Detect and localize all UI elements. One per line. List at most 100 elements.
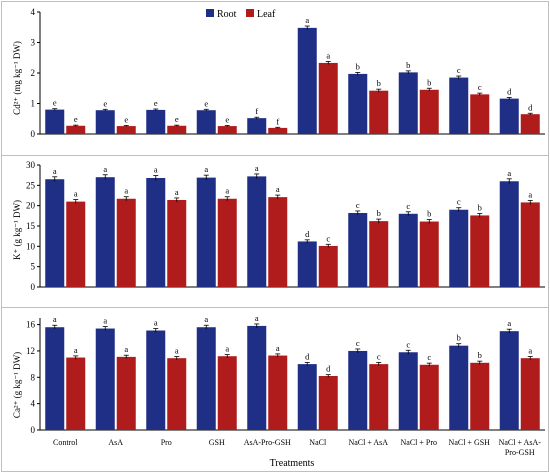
significance-letter-ca: d <box>305 351 310 361</box>
significance-letter-cd: b <box>406 60 410 70</box>
significance-letter-ca: c <box>406 339 410 349</box>
bar-leaf-cd <box>419 89 439 134</box>
bar-root-cd <box>449 77 469 134</box>
bar-root-k <box>499 181 519 287</box>
significance-letter-k: a <box>74 189 78 199</box>
bar-leaf-k <box>66 201 86 287</box>
bar-root-ca <box>146 330 166 430</box>
panel-frame-ca <box>1 307 549 472</box>
y-tick-label-k: 0 <box>31 282 36 292</box>
bar-leaf-cd <box>116 126 136 134</box>
x-tick-label: NaCl + GSH <box>449 438 491 447</box>
y-tick-label-ca: 12 <box>26 346 35 356</box>
x-tick-label: GSH <box>209 438 225 447</box>
y-tick-label-ca: 8 <box>31 372 36 382</box>
significance-letter-ca: d <box>326 364 331 374</box>
significance-letter-ca: b <box>478 350 482 360</box>
bar-root-ca <box>348 350 368 430</box>
bar-leaf-cd <box>217 126 237 134</box>
significance-letter-cd: e <box>204 98 208 108</box>
bar-leaf-k <box>419 221 439 287</box>
bar-leaf-ca <box>419 364 439 430</box>
y-tick-label-cd: 4 <box>31 7 36 17</box>
significance-letter-k: a <box>255 163 259 173</box>
y-tick-label-k: 25 <box>26 180 36 190</box>
significance-letter-ca: a <box>528 346 532 356</box>
bar-root-k <box>449 209 469 287</box>
x-tick-label: Control <box>53 438 78 447</box>
significance-letter-k: a <box>528 189 532 199</box>
significance-letter-ca: a <box>53 314 57 324</box>
bar-root-cd <box>196 110 216 134</box>
significance-letter-ca: c <box>427 352 431 362</box>
significance-letter-cd: c <box>478 82 482 92</box>
bar-root-cd <box>499 98 519 134</box>
significance-letter-cd: f <box>255 106 258 116</box>
significance-letter-k: a <box>154 165 158 175</box>
significance-letter-k: a <box>103 164 107 174</box>
bar-leaf-cd <box>318 62 338 135</box>
significance-letter-ca: a <box>276 343 280 353</box>
y-tick-label-ca: 0 <box>31 425 36 435</box>
bar-root-cd <box>95 110 115 134</box>
x-tick-label: AsA-Pro-GSH <box>244 438 291 447</box>
y-axis-label-k: K⁺ (g kg⁻¹ DW) <box>12 200 22 260</box>
y-tick-label-ca: 4 <box>31 399 36 409</box>
significance-letter-k: a <box>225 186 229 196</box>
significance-letter-ca: c <box>356 338 360 348</box>
significance-letter-cd: a <box>305 15 309 25</box>
significance-letter-ca: a <box>103 316 107 326</box>
significance-letter-cd: e <box>74 114 78 124</box>
bar-root-cd <box>348 73 368 134</box>
bar-leaf-k <box>520 202 540 287</box>
x-tick-label: NaCl + AsA <box>348 438 388 447</box>
bar-root-ca <box>247 325 267 430</box>
bar-leaf-k <box>167 199 187 287</box>
bar-root-ca <box>449 345 469 430</box>
significance-letter-cd: a <box>326 50 330 60</box>
bar-root-cd <box>146 109 166 134</box>
significance-letter-cd: b <box>356 61 360 71</box>
bar-root-cd <box>45 109 65 134</box>
significance-letter-cd: e <box>103 98 107 108</box>
bar-root-k <box>348 212 368 287</box>
significance-letter-ca: a <box>204 314 208 324</box>
y-tick-label-cd: 2 <box>31 68 36 78</box>
bar-leaf-ca <box>167 358 187 430</box>
y-tick-label-k: 15 <box>26 221 36 231</box>
significance-letter-k: c <box>406 201 410 211</box>
significance-letter-cd: e <box>225 114 229 124</box>
significance-letter-k: d <box>305 229 310 239</box>
significance-letter-k: a <box>53 166 57 176</box>
bar-root-k <box>146 178 166 287</box>
significance-letter-k: c <box>457 197 461 207</box>
significance-letter-cd: f <box>276 116 279 126</box>
x-tick-label: Pro <box>161 438 172 447</box>
bar-leaf-ca <box>66 357 86 430</box>
significance-letter-ca: a <box>255 313 259 323</box>
bar-leaf-cd <box>520 114 540 134</box>
bar-root-ca <box>45 327 65 430</box>
significance-letter-ca: c <box>377 351 381 361</box>
significance-letter-cd: e <box>175 114 179 124</box>
significance-letter-k: a <box>276 184 280 194</box>
significance-letter-k: c <box>356 200 360 210</box>
y-tick-label-cd: 3 <box>31 38 36 48</box>
significance-letter-k: b <box>427 208 431 218</box>
significance-letter-cd: c <box>457 65 461 75</box>
x-tick-label: NaCl + AsA- <box>499 438 542 447</box>
bar-root-k <box>297 241 317 287</box>
significance-letter-k: c <box>326 233 330 243</box>
bar-leaf-ca <box>318 375 338 430</box>
bar-root-ca <box>499 331 519 430</box>
bar-leaf-ca <box>369 364 389 430</box>
bar-root-k <box>398 213 418 287</box>
bar-leaf-ca <box>470 362 490 430</box>
significance-letter-ca: a <box>175 346 179 356</box>
y-tick-label-k: 5 <box>31 262 36 272</box>
bar-leaf-cd <box>66 125 86 134</box>
bar-leaf-k <box>217 198 237 287</box>
legend: Root Leaf <box>206 9 276 20</box>
